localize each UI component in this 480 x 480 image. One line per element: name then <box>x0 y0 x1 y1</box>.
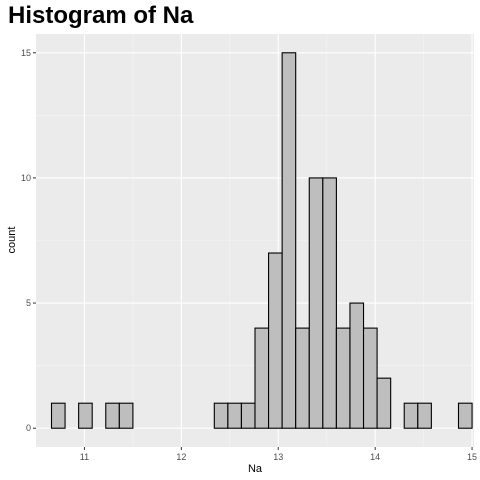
histogram-bar <box>349 302 365 429</box>
histogram-bar <box>118 402 134 429</box>
histogram-bar <box>376 377 392 429</box>
x-tick-label: 12 <box>176 452 186 462</box>
y-tick-label: 5 <box>26 298 31 308</box>
y-tick-label: 15 <box>21 48 31 58</box>
histogram-bar <box>308 177 324 429</box>
histogram-bar <box>403 402 419 429</box>
histogram-bar <box>213 402 229 429</box>
histogram-bars <box>50 52 473 429</box>
histogram-bar <box>240 402 256 429</box>
x-tick-label: 15 <box>467 452 477 462</box>
histogram-bar <box>322 177 337 429</box>
histogram-bar <box>362 327 378 429</box>
histogram-bar <box>457 402 473 429</box>
y-axis-title: count <box>6 227 18 254</box>
histogram-bar <box>268 252 283 429</box>
histogram-bar <box>281 52 297 429</box>
chart-title: Histogram of Na <box>8 2 194 29</box>
histogram-bar <box>227 402 242 429</box>
histogram-bar <box>50 402 66 429</box>
histogram-bar <box>335 327 351 429</box>
x-tick-label: 11 <box>80 452 89 462</box>
axis-ticks: 11 12 13 14 15 0 5 10 15 <box>21 48 477 462</box>
x-axis-title: Na <box>248 463 263 475</box>
histogram-bar <box>105 402 120 429</box>
x-tick-label: 14 <box>370 452 380 462</box>
histogram-bar <box>254 327 270 429</box>
histogram-bar <box>78 402 93 429</box>
y-tick-label: 0 <box>26 423 31 433</box>
y-tick-label: 10 <box>21 173 31 183</box>
histogram-bar <box>417 402 432 429</box>
x-tick-label: 13 <box>273 452 283 462</box>
histogram-bar <box>295 327 310 429</box>
